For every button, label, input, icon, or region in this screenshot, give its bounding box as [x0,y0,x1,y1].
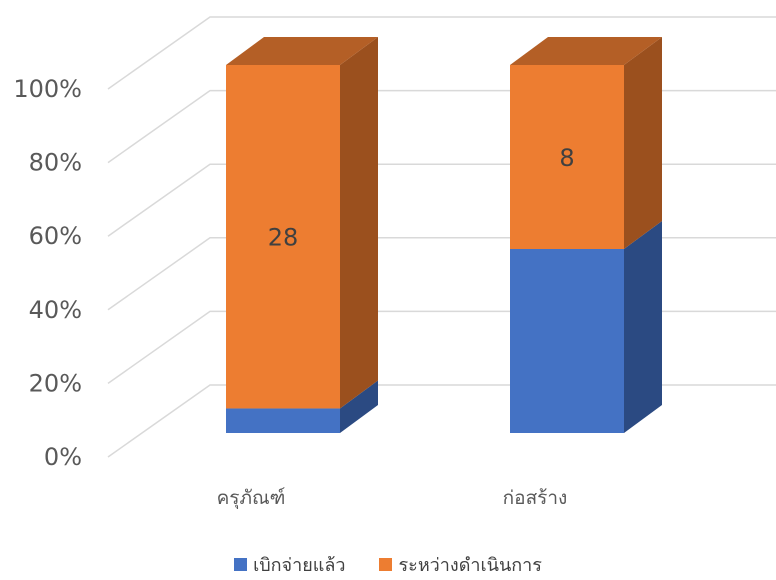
gridline [107,163,776,237]
legend: เบิกจ่ายแล้ว ระหว่างดำเนินการ [0,553,776,576]
bar-segment [226,408,340,433]
y-tick-label: 0% [44,443,82,471]
bar-segment-side [624,37,662,249]
data-labels: 28 8 [268,144,575,252]
bar-segment-side [340,37,378,409]
legend-swatch [234,557,248,571]
y-tick-label: 20% [29,369,82,397]
gridline [107,89,776,164]
legend-item: เบิกจ่ายแล้ว [234,550,345,579]
bar-segment [510,249,624,433]
x-tick-label: ครุภัณฑ์ [217,487,286,510]
gridline [107,237,776,311]
y-tick-label: 80% [29,149,82,177]
y-tick-label: 40% [29,296,82,324]
gridline [107,384,776,458]
y-axis-ticks: 0% 20% 40% 60% 80% 100% [13,75,82,471]
legend-label: ระหว่างดำเนินการ [398,554,542,576]
gridline [107,16,776,90]
legend-item: ระหว่างดำเนินการ [379,550,542,579]
legend-swatch [379,557,393,571]
bar-segment-side [340,380,378,433]
x-axis-ticks: ครุภัณฑ์ ก่อสร้าง [217,487,568,510]
bar-top-face [226,37,378,65]
gridlines [107,16,776,458]
bar-segment [226,65,340,409]
bars [226,37,662,433]
y-tick-label: 100% [13,75,82,103]
bar-segment-side [624,221,662,433]
gridline [107,310,776,385]
y-tick-label: 60% [29,222,82,250]
bar-segment [510,65,624,249]
legend-label: เบิกจ่ายแล้ว [253,554,346,576]
bar-top-face [510,37,662,65]
x-tick-label: ก่อสร้าง [503,487,568,509]
data-label: 8 [559,144,574,172]
data-label: 28 [268,224,299,252]
